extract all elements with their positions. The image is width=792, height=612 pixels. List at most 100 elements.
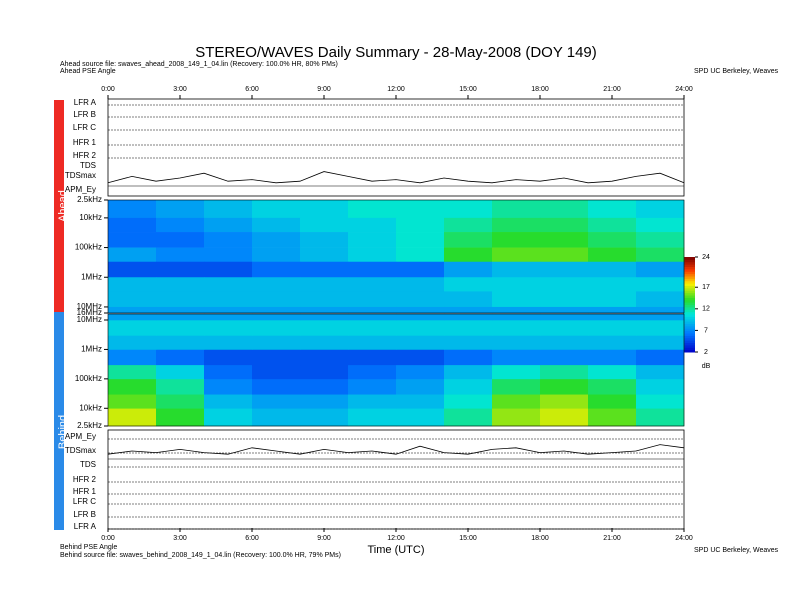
heatmap-cell <box>204 394 253 409</box>
heatmap-cell <box>300 314 349 321</box>
colorbar-segment <box>683 337 695 341</box>
heatmap-cell <box>636 261 685 278</box>
panel-label: APM_Ey <box>65 432 96 441</box>
heatmap-cell <box>444 408 493 427</box>
heatmap-cell <box>252 408 301 427</box>
footer-angle: Behind PSE Angle <box>60 544 117 551</box>
colorbar-segment <box>683 302 695 305</box>
heatmap-cell <box>348 291 397 308</box>
y-tick-label: 100kHz <box>75 243 102 252</box>
heatmap-cell <box>108 261 157 278</box>
heatmap-cell <box>492 232 541 248</box>
heatmap-cell <box>492 364 541 380</box>
panel-label: TDS <box>80 460 96 469</box>
heatmap-cell <box>252 306 301 314</box>
heatmap-cell <box>348 232 397 248</box>
heatmap-cell <box>156 335 205 350</box>
heatmap-cell <box>156 306 205 314</box>
heatmap-cell <box>300 408 349 427</box>
panel-label: APM_Ey <box>65 185 96 194</box>
heatmap-cell <box>348 408 397 427</box>
heatmap-cell <box>492 200 541 219</box>
x-tick-label: 0:00 <box>101 86 115 93</box>
y-tick-label: 10MHz <box>77 315 102 324</box>
colorbar-segment <box>683 297 695 301</box>
colorbar-segment <box>683 321 695 324</box>
x-tick-label: 18:00 <box>531 535 549 542</box>
x-tick-label: 15:00 <box>459 535 477 542</box>
tds-line <box>107 171 685 184</box>
heatmap-cell <box>540 408 589 427</box>
y-tick-label: 10kHz <box>79 403 102 412</box>
heatmap-cell <box>348 394 397 409</box>
heatmap-cell <box>156 408 205 427</box>
heatmap-cell <box>396 277 445 292</box>
colorbar-segment <box>683 273 695 277</box>
colorbar-segment <box>683 347 695 351</box>
heatmap-cell <box>492 378 541 395</box>
heatmap-cell <box>348 277 397 292</box>
heatmap-cell <box>636 394 685 409</box>
heatmap-cell <box>156 378 205 395</box>
x-tick-label: 12:00 <box>387 535 405 542</box>
heatmap-cell <box>252 394 301 409</box>
heatmap-cell <box>540 314 589 321</box>
y-tick-label: 2.5kHz <box>77 195 102 204</box>
panel-label: LFR B <box>73 510 96 519</box>
heatmap-cell <box>348 320 397 336</box>
heatmap-cell <box>348 247 397 263</box>
colorbar-segment <box>683 278 695 282</box>
heatmap-cell <box>540 349 589 366</box>
heatmap-cell <box>492 261 541 278</box>
heatmap-cell <box>636 247 685 263</box>
heatmap-cell <box>204 291 253 308</box>
heatmap-cell <box>348 364 397 380</box>
heatmap-cell <box>156 364 205 380</box>
x-tick-label: 6:00 <box>245 535 259 542</box>
heatmap-cell <box>636 335 685 350</box>
heatmap-cell <box>348 217 397 233</box>
colorbar-segment <box>683 276 695 279</box>
x-tick-label: 6:00 <box>245 86 259 93</box>
heatmap-cell <box>204 408 253 427</box>
heatmap-cell <box>108 364 157 380</box>
heatmap-cell <box>204 232 253 248</box>
heatmap-cell <box>252 364 301 380</box>
heatmap-cell <box>348 306 397 314</box>
heatmap-cell <box>444 306 493 314</box>
heatmap-cell <box>252 291 301 308</box>
heatmap-cell <box>636 217 685 233</box>
colorbar-segment <box>683 325 695 329</box>
colorbar-segment <box>683 295 695 298</box>
y-tick-label: 100kHz <box>75 374 102 383</box>
footer-source: Behind source file: swaves_behind_2008_1… <box>60 552 341 559</box>
frame <box>107 313 685 427</box>
heatmap-cell <box>396 320 445 336</box>
heatmap-cell <box>444 247 493 263</box>
heatmap-cell <box>588 335 637 350</box>
heatmap-cell <box>204 306 253 314</box>
heatmap-cell <box>300 364 349 380</box>
colorbar-label: dB <box>702 363 711 370</box>
heatmap-cell <box>252 314 301 321</box>
x-tick-label: 24:00 <box>675 535 693 542</box>
heatmap-cell <box>588 232 637 248</box>
heatmap-cell <box>300 394 349 409</box>
heatmap-cell <box>636 408 685 427</box>
heatmap-cell <box>348 349 397 366</box>
x-tick-label: 21:00 <box>603 535 621 542</box>
y-tick-label: 1MHz <box>81 345 102 354</box>
heatmap-cell <box>396 394 445 409</box>
heatmap-cell <box>444 320 493 336</box>
heatmap-cell <box>444 314 493 321</box>
heatmap-cell <box>348 314 397 321</box>
ahead-label: Ahead <box>57 190 69 222</box>
heatmap-cell <box>300 320 349 336</box>
heatmap-cell <box>156 394 205 409</box>
heatmap-cell <box>540 277 589 292</box>
heatmap-cell <box>348 200 397 219</box>
colorbar-segment <box>683 283 695 286</box>
heatmap-cell <box>396 232 445 248</box>
colorbar-segment <box>683 290 695 294</box>
colorbar-segment <box>683 323 695 327</box>
